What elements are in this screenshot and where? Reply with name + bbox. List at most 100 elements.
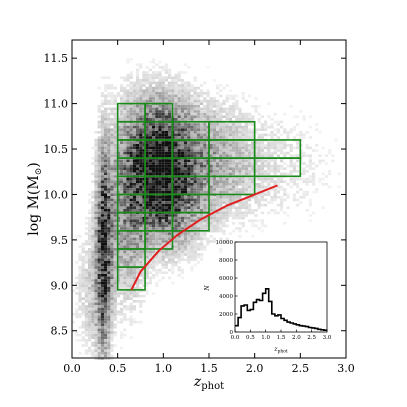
density-cell <box>81 255 85 259</box>
density-cell <box>94 227 98 230</box>
density-cell <box>254 105 258 108</box>
density-cell <box>116 310 120 313</box>
density-cell <box>270 133 274 137</box>
density-cell <box>203 190 207 194</box>
density-cell <box>158 159 162 163</box>
density-cell <box>228 112 232 116</box>
density-cell <box>270 167 274 170</box>
density-cell <box>264 144 268 147</box>
density-cell <box>129 81 133 85</box>
density-cell <box>280 203 284 207</box>
density-cell <box>152 125 156 129</box>
density-cell <box>126 188 130 191</box>
density-cell <box>216 110 220 113</box>
density-cell <box>238 180 242 183</box>
density-cell <box>145 73 149 77</box>
density-cell <box>244 123 248 126</box>
density-cell <box>302 136 306 139</box>
density-cell <box>97 149 101 152</box>
density-cell <box>174 255 178 259</box>
density-cell <box>235 107 239 111</box>
density-cell <box>302 172 306 176</box>
density-cell <box>116 320 120 324</box>
density-cell <box>276 141 280 144</box>
density-cell <box>174 222 178 225</box>
density-cell <box>209 185 213 189</box>
density-cell <box>206 102 210 105</box>
density-cell <box>190 125 194 129</box>
density-cell <box>132 84 136 87</box>
density-cell <box>187 162 191 165</box>
density-cell <box>177 253 181 256</box>
density-cell <box>145 281 149 285</box>
density-cell <box>241 94 245 98</box>
density-cell <box>248 149 252 152</box>
density-cell <box>241 172 245 176</box>
density-cell <box>139 99 143 103</box>
density-cell <box>184 240 188 243</box>
density-cell <box>235 128 239 131</box>
density-cell <box>88 352 92 355</box>
density-cell <box>222 196 226 199</box>
density-cell <box>158 73 162 77</box>
density-cell <box>209 133 213 137</box>
density-cell <box>97 107 101 111</box>
density-cell <box>232 162 236 165</box>
density-cell <box>97 86 101 90</box>
main-y-axis: 8.59.09.510.010.511.011.5 <box>44 52 346 338</box>
density-cell <box>238 172 242 176</box>
density-cell <box>251 167 255 170</box>
density-cell <box>241 133 245 137</box>
density-cell <box>158 209 162 212</box>
density-cell <box>180 170 184 173</box>
density-cell <box>203 118 207 121</box>
density-cell <box>100 203 104 207</box>
density-cell <box>97 349 101 352</box>
density-cell <box>280 120 284 124</box>
density-cell <box>120 255 124 259</box>
density-cell <box>171 81 175 85</box>
density-cell <box>110 266 114 269</box>
density-cell <box>110 297 114 300</box>
density-cell <box>91 279 95 282</box>
density-cell <box>145 136 149 139</box>
density-cell <box>110 258 114 261</box>
density-cell <box>107 320 111 324</box>
density-cell <box>78 284 82 287</box>
density-cell <box>200 159 204 163</box>
density-cell <box>184 250 188 254</box>
density-cell <box>110 333 114 337</box>
density-cell <box>104 118 108 121</box>
density-cell <box>113 274 117 277</box>
density-cell <box>152 154 156 157</box>
density-cell <box>212 219 216 222</box>
density-cell <box>107 331 111 334</box>
density-cell <box>184 128 188 131</box>
density-cell <box>110 102 114 105</box>
density-cell <box>94 349 98 352</box>
density-cell <box>110 302 114 306</box>
density-cell <box>91 157 95 160</box>
density-cell <box>110 328 114 332</box>
density-cell <box>120 227 124 230</box>
density-cell <box>148 196 152 199</box>
density-cell <box>142 201 146 204</box>
density-cell <box>296 183 300 186</box>
density-cell <box>142 167 146 170</box>
density-cell <box>142 123 146 126</box>
density-cell <box>241 131 245 134</box>
density-cell <box>152 198 156 202</box>
density-cell <box>152 240 156 243</box>
density-cell <box>161 255 165 259</box>
density-cell <box>248 159 252 163</box>
density-cell <box>94 328 98 332</box>
density-cell <box>283 167 287 170</box>
density-cell <box>126 172 130 176</box>
density-cell <box>152 58 156 61</box>
density-cell <box>164 86 168 90</box>
density-cell <box>222 136 226 139</box>
density-cell <box>142 105 146 108</box>
density-cell <box>228 107 232 111</box>
density-cell <box>100 235 104 238</box>
density-cell <box>283 188 287 191</box>
